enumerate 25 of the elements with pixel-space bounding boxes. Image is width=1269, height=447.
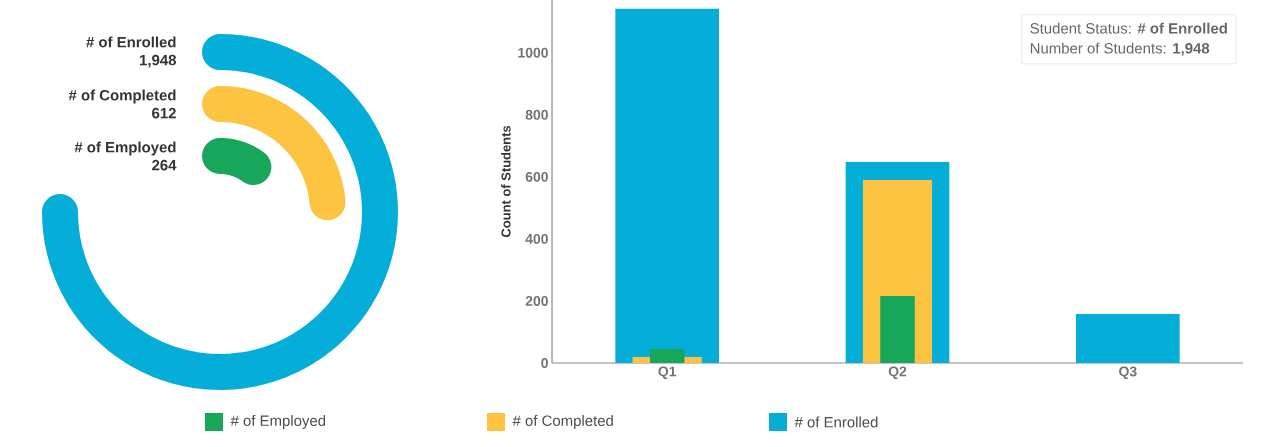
x-tick-label: Q2	[888, 366, 907, 380]
y-axis-title: Count of Students	[501, 125, 511, 238]
y-tick-label: 0	[541, 358, 548, 368]
bar	[880, 295, 915, 363]
legend-label: # of Employed	[230, 415, 326, 429]
category-label: # of Enrolled	[86, 36, 176, 48]
y-tick-label: 200	[525, 296, 548, 306]
y-tick-label: 1000	[518, 47, 548, 58]
data-label: 264	[152, 159, 177, 171]
category-label: # of Completed	[68, 89, 176, 104]
category-label: # of Employed	[74, 141, 176, 156]
annotation: Number of Students: 1,948	[1030, 42, 1210, 56]
legend-label: # of Completed	[512, 415, 613, 429]
x-tick-label: Q1	[658, 366, 677, 380]
y-tick-label: 800	[525, 109, 548, 120]
y-tick-label: 600	[525, 171, 548, 182]
bar	[649, 349, 685, 363]
annotation: Student Status: # of Enrolled	[1030, 22, 1227, 34]
bar	[1076, 313, 1180, 363]
legend-label: # of Enrolled	[794, 416, 878, 428]
data-label: 1,948	[140, 54, 177, 68]
y-tick-label: 400	[525, 233, 548, 244]
x-tick-label: Q3	[1119, 366, 1137, 380]
bar	[615, 8, 719, 363]
data-label: 612	[152, 107, 176, 119]
